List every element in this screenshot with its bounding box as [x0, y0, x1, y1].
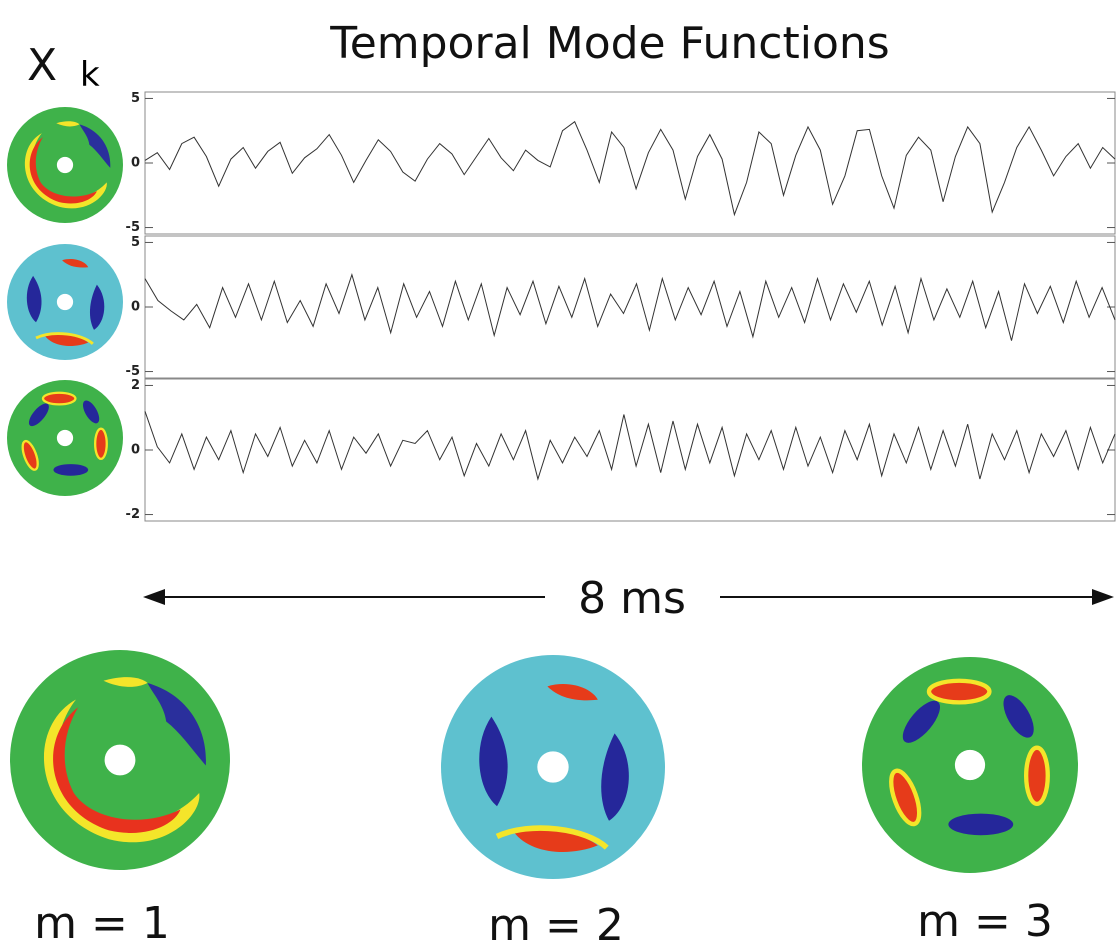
panel-frame: [144, 235, 1116, 379]
series-line: [144, 273, 1116, 341]
panel-frame: [144, 378, 1116, 522]
y-tick-label: -5: [126, 220, 140, 235]
y-tick-label: 5: [131, 91, 140, 106]
y-tick-label: 5: [131, 235, 140, 250]
y-tick-label: 0: [131, 156, 140, 171]
mode-image: [862, 657, 1078, 873]
mode-thumbnail: [7, 378, 123, 498]
series-line: [144, 120, 1116, 217]
symbol-subscript: k: [80, 55, 100, 95]
mode-image: [10, 650, 230, 870]
mode-thumbnail: [7, 242, 123, 362]
panel-frame: [144, 91, 1116, 235]
title: Temporal Mode Functions: [329, 18, 889, 69]
series-line: [144, 411, 1116, 481]
mode-thumbnail: [7, 107, 123, 223]
y-tick-label: -5: [126, 364, 140, 379]
y-tick-label: -2: [126, 507, 140, 522]
mode-label: m = 1: [34, 898, 170, 948]
symbol: X: [27, 40, 57, 91]
y-tick-label: 0: [131, 300, 140, 315]
mode-image: [441, 655, 665, 879]
duration-arrow: [143, 589, 1114, 605]
y-tick-label: 2: [131, 378, 140, 393]
y-tick-label: 0: [131, 443, 140, 458]
annotation: 8 ms: [578, 573, 686, 624]
mode-label: m = 2: [488, 900, 624, 948]
mode-label: m = 3: [917, 896, 1053, 947]
